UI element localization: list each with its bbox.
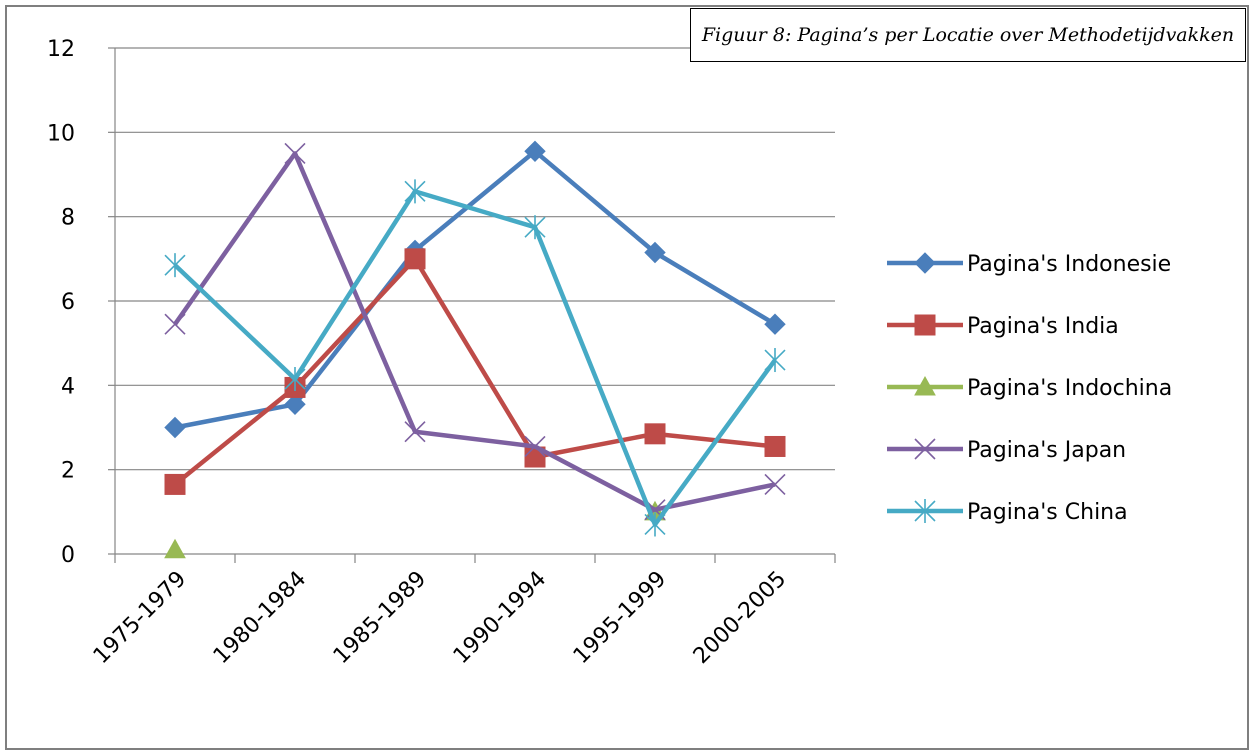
- legend-item-1: Pagina's India: [887, 314, 1119, 339]
- series-3-point-2: [404, 421, 426, 443]
- series-1-point-5: [764, 435, 786, 457]
- y-tick-label-0: 0: [61, 543, 75, 568]
- series-1-point-0: [164, 473, 186, 495]
- legend: Pagina's Indonesie Pagina's India Pagina's…: [887, 252, 1172, 525]
- series-1: [164, 248, 786, 495]
- series-1-point-2: [404, 248, 426, 270]
- legend-item-2: Pagina's Indochina: [887, 375, 1172, 401]
- series-4-point-3: [524, 215, 546, 240]
- legend-marker-0: [914, 252, 936, 274]
- series-0-point-1: [284, 393, 306, 416]
- series-1-point-4: [644, 423, 666, 445]
- series-4-line-0: [173, 189, 777, 527]
- series-4-point-4: [644, 512, 666, 537]
- series-0-point-5: [764, 313, 786, 335]
- series-0: [164, 140, 786, 439]
- x-tick-label-5: 2000-2005: [689, 567, 791, 669]
- legend-label-2: Pagina's Indochina: [967, 376, 1172, 401]
- y-tick-label-5: 10: [47, 121, 75, 146]
- legend-marker-4: [914, 499, 936, 523]
- x-tick-label-0: 1975-1979: [89, 567, 191, 669]
- legend-item-3: Pagina's Japan: [887, 438, 1126, 463]
- chart-title: Figuur 8: Pagina’s per Locatie over Meth…: [701, 24, 1235, 46]
- series-3-line-0: [173, 151, 776, 512]
- series-0-point-4: [644, 241, 666, 264]
- series-4: [164, 179, 786, 537]
- chart-frame: [5, 5, 1249, 750]
- series-3-point-3: [524, 435, 546, 458]
- y-tick-label-2: 4: [61, 374, 75, 399]
- legend-label-1: Pagina's India: [967, 314, 1119, 339]
- series-2: [164, 500, 666, 559]
- series-3-point-1: [284, 142, 306, 164]
- x-tick-label-4: 1995-1999: [569, 567, 671, 669]
- legend-marker-2: [914, 375, 936, 396]
- series-3-point-5: [764, 473, 786, 495]
- x-tick-label-2: 1985-1989: [329, 567, 431, 669]
- chart-title-box: Figuur 8: Pagina’s per Locatie over Meth…: [690, 8, 1246, 62]
- series-0-point-3: [524, 140, 546, 163]
- x-tick-label-1: 1980-1984: [209, 567, 311, 669]
- series-0-point-0: [164, 416, 186, 439]
- x-tick-label-3: 1990-1994: [449, 567, 551, 669]
- legend-marker-1: [914, 314, 936, 336]
- legend-label-3: Pagina's Japan: [967, 438, 1126, 463]
- y-tick-label-4: 8: [61, 206, 75, 231]
- legend-label-0: Pagina's Indonesie: [967, 252, 1171, 277]
- series-4-point-1: [284, 367, 306, 392]
- series-4-point-2: [404, 179, 426, 204]
- y-tick-label-6: 12: [47, 37, 75, 62]
- series-1-line-0: [173, 256, 776, 487]
- series-2-point-0: [164, 538, 186, 559]
- legend-item-0: Pagina's Indonesie: [887, 252, 1171, 277]
- series-3-point-0: [164, 313, 186, 335]
- y-tick-label-3: 6: [61, 290, 75, 315]
- legend-marker-3: [914, 438, 936, 460]
- series-lines: [164, 140, 786, 559]
- series-4-point-0: [164, 253, 186, 278]
- series-0-line-0: [174, 149, 777, 430]
- legend-item-4: Pagina's China: [887, 499, 1128, 525]
- series-4-point-5: [764, 348, 786, 373]
- legend-label-4: Pagina's China: [967, 500, 1128, 525]
- y-tick-label-1: 2: [61, 459, 75, 484]
